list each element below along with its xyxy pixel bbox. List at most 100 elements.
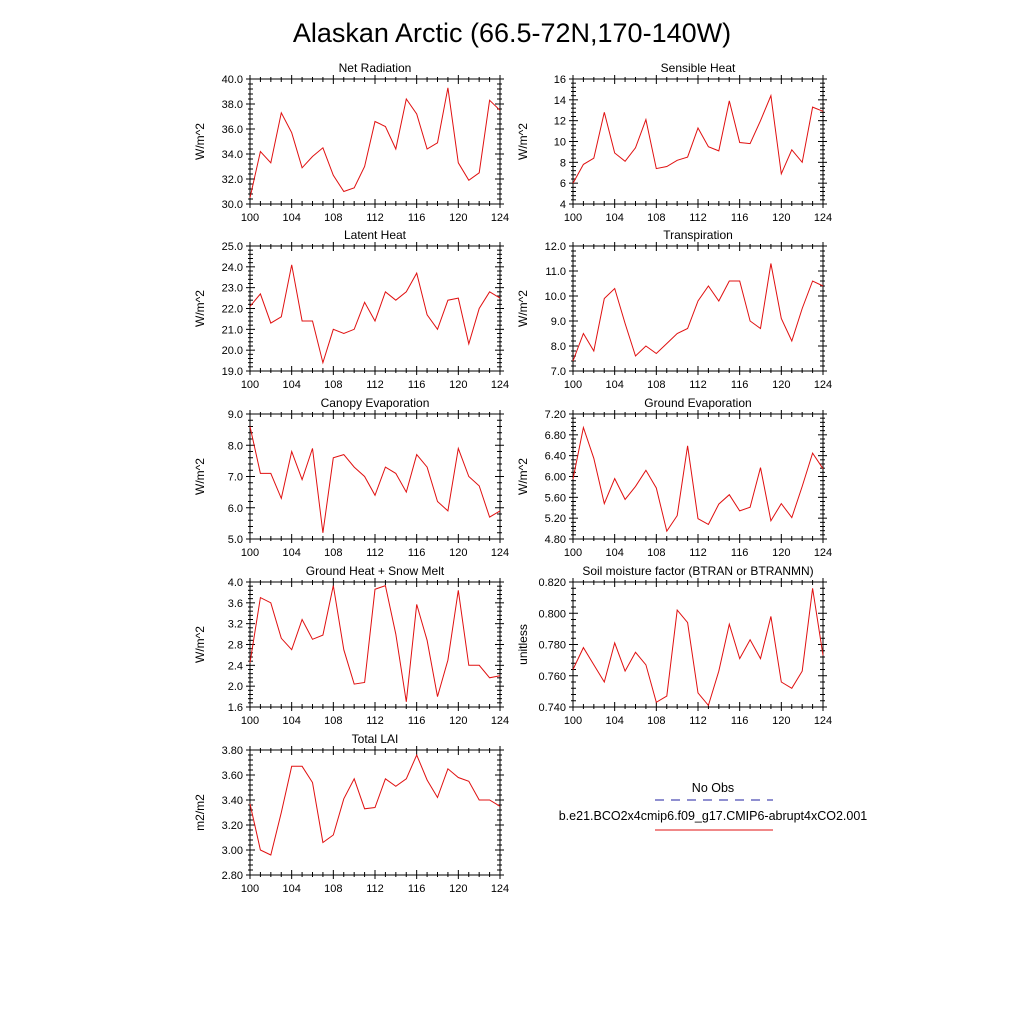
x-tick-label: 108: [647, 715, 665, 727]
x-tick-label: 112: [689, 547, 707, 559]
panel-title: Latent Heat: [344, 228, 407, 242]
y-tick-label: 7.0: [228, 472, 243, 484]
x-tick-label: 116: [731, 715, 749, 727]
y-tick-label: 30.0: [222, 199, 243, 211]
y-tick-label: 20.0: [222, 345, 243, 357]
y-tick-label: 11.0: [545, 266, 566, 278]
plot-frame: [249, 78, 501, 205]
y-tick-label: 3.6: [228, 598, 243, 610]
y-axis-label: W/m^2: [193, 290, 207, 327]
x-tick-label: 104: [605, 715, 623, 727]
x-tick-label: 112: [689, 379, 707, 391]
x-tick-label: 124: [814, 379, 832, 391]
y-tick-label: 9.0: [228, 409, 243, 421]
series-line: [249, 87, 501, 198]
chart-panel-3: Latent Heat 19.0 20.0 21.0 22.0 23.0 24.0 25.0 1…: [193, 228, 509, 391]
y-tick-label: 3.60: [222, 770, 243, 782]
y-tick-label: 2.8: [228, 640, 243, 652]
x-tick-label: 124: [491, 883, 509, 895]
y-tick-label: 5.60: [545, 492, 566, 504]
panel-title: Net Radiation: [339, 61, 412, 75]
x-tick-label: 124: [491, 379, 509, 391]
x-tick-label: 112: [689, 715, 707, 727]
figure-title: Alaskan Arctic (66.5-72N,170-140W): [293, 18, 731, 48]
y-tick-label: 12: [554, 116, 566, 128]
x-tick-label: 120: [449, 715, 467, 727]
y-tick-label: 2.80: [222, 870, 243, 882]
x-tick-label: 116: [408, 212, 426, 224]
y-tick-label: 4.0: [228, 577, 243, 589]
series-line: [572, 93, 824, 184]
y-tick-label: 2.4: [228, 660, 243, 672]
y-axis-label: W/m^2: [516, 123, 530, 160]
y-axis-label: W/m^2: [193, 123, 207, 160]
y-tick-label: 38.0: [222, 99, 243, 111]
series-line: [249, 753, 501, 856]
y-tick-label: 0.760: [538, 671, 566, 683]
plot-frame: [572, 413, 824, 540]
chart-panel-4: Transpiration 7.0 8.0 9.0 10.0 11.0 12.0 100 104…: [516, 228, 832, 391]
y-tick-label: 24.0: [222, 262, 243, 274]
y-tick-label: 6.00: [545, 472, 566, 484]
series-line: [249, 584, 501, 702]
legend-label-model: b.e21.BCO2x4cmip6.f09_g17.CMIP6-abrupt4x…: [559, 809, 868, 823]
y-tick-label: 6: [560, 178, 566, 190]
y-tick-label: 7.0: [551, 366, 566, 378]
x-tick-label: 100: [564, 547, 582, 559]
x-tick-label: 112: [366, 883, 384, 895]
x-tick-label: 104: [282, 715, 300, 727]
plot-frame: [249, 245, 501, 372]
x-tick-label: 112: [366, 379, 384, 391]
x-tick-label: 124: [491, 715, 509, 727]
y-tick-label: 36.0: [222, 124, 243, 136]
y-tick-label: 10: [554, 137, 566, 149]
x-tick-label: 108: [324, 547, 342, 559]
y-axis-label: W/m^2: [193, 458, 207, 495]
panel-grid: Net Radiation30.032.034.036.038.040.0100…: [193, 61, 832, 895]
x-tick-label: 116: [408, 883, 426, 895]
x-tick-label: 100: [241, 379, 259, 391]
x-tick-label: 120: [772, 379, 790, 391]
x-tick-label: 108: [324, 715, 342, 727]
y-tick-label: 14: [554, 95, 566, 107]
x-tick-label: 100: [564, 379, 582, 391]
y-tick-label: 3.20: [222, 820, 243, 832]
x-tick-label: 100: [564, 212, 582, 224]
y-tick-label: 25.0: [222, 241, 243, 253]
y-tick-label: 5.0: [228, 534, 243, 546]
x-tick-label: 104: [605, 212, 623, 224]
y-tick-label: 2.0: [228, 681, 243, 693]
x-tick-label: 112: [366, 547, 384, 559]
chart-panel-7: Ground Heat + Snow Melt 1.6 2.0 2.4 2.8 3.2 3.…: [193, 564, 509, 727]
chart-panel-9: Total LAI 2.80 3.00 3.20 3.40 3.60 3.80 100 104 1…: [193, 732, 509, 895]
plot-frame: [572, 78, 824, 205]
chart-panel-2: Sensible Heat 4 6 8 10 12 14 16 100 104 108 112 116 1…: [516, 61, 832, 224]
x-tick-label: 116: [731, 212, 749, 224]
y-tick-label: 7.20: [545, 409, 566, 421]
y-tick-label: 22.0: [222, 304, 243, 316]
x-tick-label: 108: [324, 883, 342, 895]
x-tick-label: 124: [814, 547, 832, 559]
x-tick-label: 120: [449, 379, 467, 391]
x-tick-label: 124: [814, 715, 832, 727]
x-tick-label: 116: [731, 547, 749, 559]
panel-title: Sensible Heat: [661, 61, 736, 75]
x-tick-label: 124: [814, 212, 832, 224]
x-tick-label: 108: [647, 379, 665, 391]
y-tick-label: 3.40: [222, 795, 243, 807]
y-tick-label: 19.0: [222, 366, 243, 378]
x-tick-label: 116: [408, 379, 426, 391]
x-tick-label: 120: [449, 883, 467, 895]
y-tick-label: 5.20: [545, 513, 566, 525]
legend-label-obs: No Obs: [692, 781, 734, 795]
y-tick-label: 4: [560, 199, 566, 211]
chart-panel-8: Soil moisture factor (BTRAN or BTRANMN) 0…: [516, 564, 832, 727]
x-tick-label: 100: [241, 547, 259, 559]
y-tick-label: 12.0: [545, 241, 566, 253]
series-line: [249, 264, 501, 365]
x-tick-label: 120: [449, 212, 467, 224]
y-tick-label: 34.0: [222, 149, 243, 161]
x-tick-label: 100: [564, 715, 582, 727]
y-tick-label: 9.0: [551, 316, 566, 328]
